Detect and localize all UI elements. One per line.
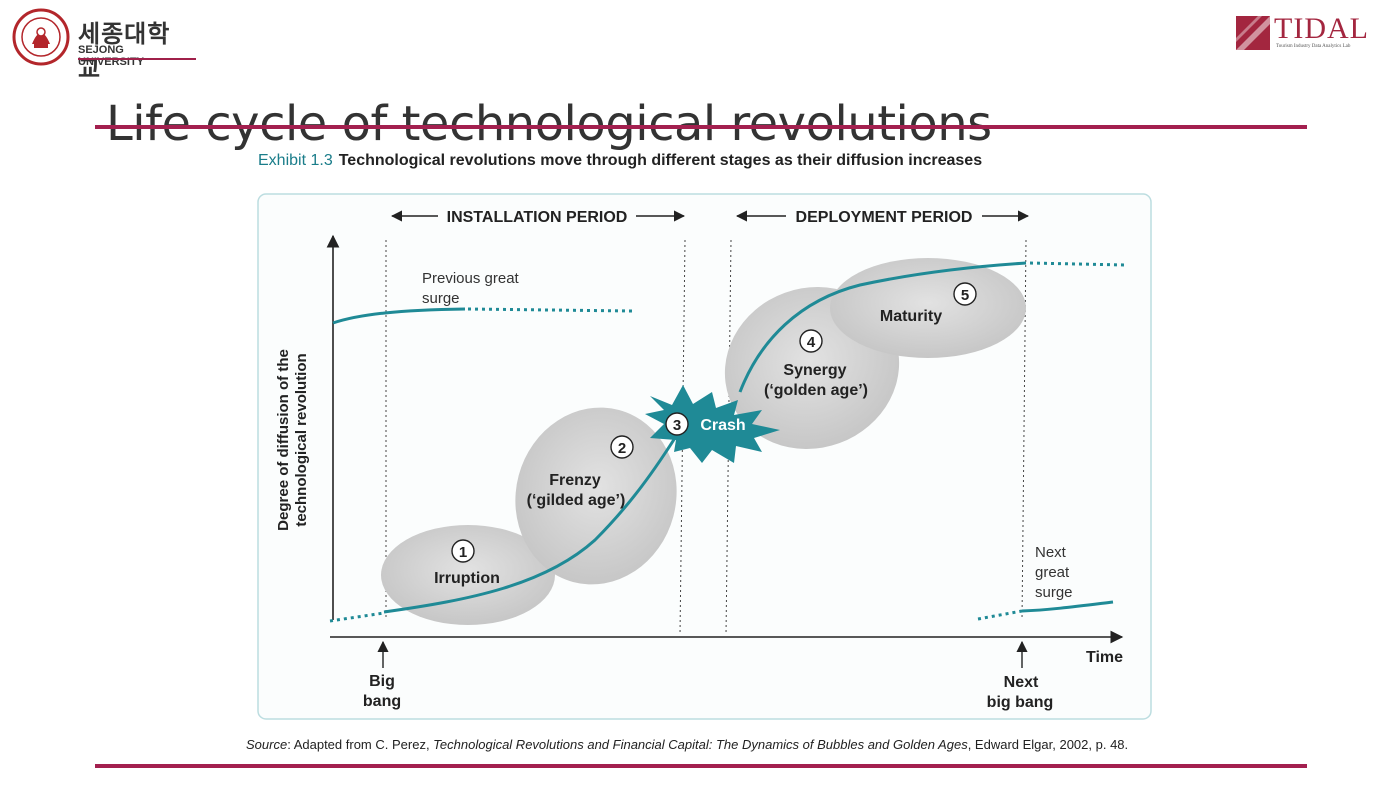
next-surge-label-3: surge (1035, 584, 1073, 601)
university-name-korean: 세종대학교 (78, 20, 171, 83)
previous-surge-label-2: surge (422, 290, 460, 307)
y-axis-label-line1: Degree of diffusion of the (275, 349, 292, 531)
big-bang-label-2: bang (363, 693, 401, 710)
previous-surge-label-1: Previous great (422, 270, 520, 287)
stage-5-maturity-ellipse (830, 258, 1026, 358)
source-text-2: , Edward Elgar, 2002, p. 48. (967, 737, 1129, 752)
source-text-1: : Adapted from C. Perez, (287, 737, 434, 752)
university-seal-icon (12, 8, 70, 66)
stage-2-number: 2 (618, 440, 626, 457)
main-curve-deployment (738, 261, 1027, 393)
stage-2-number-circle (610, 435, 634, 459)
exhibit-number: Exhibit 1.3 (258, 152, 333, 169)
period-dividers (385, 239, 1027, 636)
next-surge-label-2: great (1035, 564, 1070, 581)
source-book-title: Technological Revolutions and Financial … (433, 737, 968, 752)
stage-1-irruption-ellipse (381, 525, 555, 625)
logo-underline (78, 58, 196, 60)
next-surge-dotted (977, 609, 1023, 621)
y-axis-label-line2: technological revolution (293, 353, 310, 526)
stage-1-label: Irruption (434, 570, 500, 587)
stage-4-label-2: (‘golden age’) (764, 382, 868, 399)
main-curve-dotted-end (1029, 261, 1126, 267)
main-curve-installation (383, 429, 682, 614)
tidal-logo: TIDAL Tourism Industry Data Analytics La… (1236, 12, 1376, 54)
stage-5-number-circle (953, 282, 977, 306)
next-big-bang-label-2: big bang (987, 694, 1054, 711)
stage-2-frenzy-ellipse (515, 407, 677, 585)
installation-period-label: INSTALLATION PERIOD (447, 209, 628, 226)
stage-5-label: Maturity (880, 308, 942, 325)
stage-4-number: 4 (807, 334, 816, 351)
sejong-university-logo: 세종대학교 SEJONG UNIVERSITY (12, 8, 196, 83)
stage-5-number: 5 (961, 287, 969, 304)
title-rule (95, 125, 1307, 129)
stage-3-label: Crash (700, 417, 745, 434)
next-big-bang-label-1: Next (1004, 674, 1039, 691)
main-curve-dotted-start (329, 611, 385, 623)
x-axis-label: Time (1086, 649, 1123, 666)
stage-1-number: 1 (459, 544, 467, 561)
crash-burst-icon (645, 385, 780, 463)
stage-4-number-circle (799, 329, 823, 353)
stage-3-number-circle (665, 412, 689, 436)
lab-subtitle: Tourism Industry Data Analytics Lab (1276, 44, 1351, 49)
stage-1-number-circle (451, 539, 475, 563)
footer-rule (95, 764, 1307, 768)
slide-title: Life cycle of technological revolutions (106, 96, 992, 153)
stage-2-label-1: Frenzy (549, 472, 601, 489)
big-bang-label-1: Big (369, 673, 395, 690)
source-citation: Source: Adapted from C. Perez, Technolog… (246, 737, 1128, 752)
exhibit-text: Technological revolutions move through d… (338, 152, 983, 169)
stage-3-number: 3 (673, 417, 681, 434)
next-surge-curve (1021, 600, 1114, 613)
tidal-mark-icon (1236, 16, 1270, 50)
stage-2-label-2: (‘gilded age’) (527, 492, 626, 509)
previous-surge-curve (332, 307, 466, 325)
deployment-period-label: DEPLOYMENT PERIOD (796, 209, 973, 226)
source-prefix: Source (246, 737, 288, 752)
exhibit-caption: Exhibit 1.3 Technological revolutions mov… (258, 152, 982, 170)
next-surge-label-1: Next (1035, 544, 1067, 561)
lab-name: TIDAL (1274, 12, 1369, 45)
stage-4-label-1: Synergy (783, 362, 846, 379)
